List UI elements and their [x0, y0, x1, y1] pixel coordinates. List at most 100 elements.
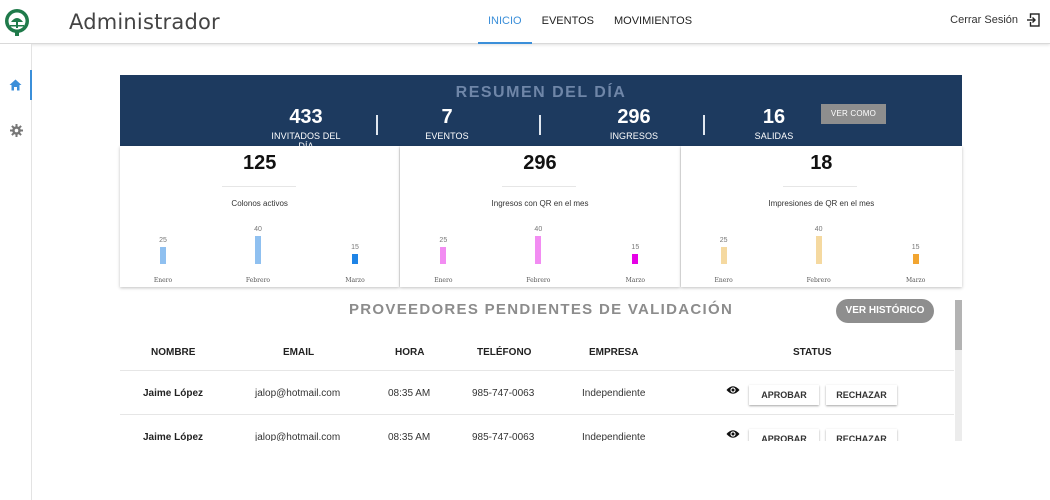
provider-company: Independiente [582, 432, 646, 441]
metric-card-impresiones-qr: 18 Impresiones de QR en el mes 25 Enero 40… [680, 146, 962, 287]
tab-movimientos[interactable]: MOVIMIENTOS [614, 15, 693, 27]
chart-bar-enero [160, 246, 166, 264]
top-bar: Administrador INICIO EVENTOS MOVIMIENTOS… [0, 0, 1050, 44]
stat-ingresos: 296 INGRESOS [594, 106, 674, 141]
scrollbar-thumb[interactable] [955, 300, 962, 350]
provider-phone: 985-747-0063 [472, 388, 535, 399]
chart-value-label: 15 [351, 243, 359, 251]
gear-icon [9, 123, 23, 137]
table-row: Jaime López jalop@hotmail.com 08:35 AM 9… [120, 370, 954, 414]
chart-bar-febrero [255, 236, 261, 264]
divider [502, 186, 577, 187]
reject-button[interactable]: RECHAZAR [826, 429, 897, 441]
stat-value: 7 [441, 106, 453, 128]
logo-icon [5, 9, 29, 36]
approve-button[interactable]: APROBAR [749, 385, 819, 405]
chart-category-label: Enero [434, 277, 453, 284]
column-header-status: STATUS [793, 347, 832, 358]
divider [222, 186, 296, 187]
providers-table: NOMBRE EMAIL HORA TELÉFONO EMPRESA STATU… [120, 334, 954, 441]
stat-label: SALIDAS [754, 131, 794, 141]
provider-email: jalop@hotmail.com [255, 432, 341, 441]
metric-cards: 125 Colonos activos 25 Enero 40 Febrero 15 Ma… [120, 146, 962, 287]
chart-value-label: 15 [911, 243, 920, 251]
divider [782, 186, 857, 187]
metric-value: 296 [523, 152, 557, 174]
view-history-button[interactable]: VER HISTÓRICO [836, 299, 934, 323]
stat-value: 296 [617, 106, 651, 128]
provider-phone: 985-747-0063 [472, 432, 535, 441]
stat-value: 433 [289, 106, 323, 128]
metric-value: 125 [242, 152, 277, 174]
summary-title: RESUMEN DEL DÍA [455, 84, 627, 101]
column-header-empresa: EMPRESA [589, 347, 639, 358]
chart-category-label: Febrero [806, 277, 831, 284]
provider-name: Jaime López [143, 388, 204, 399]
provider-time: 08:35 AM [388, 388, 431, 399]
table-row: Jaime López jalop@hotmail.com 08:35 AM 9… [120, 414, 954, 441]
stat-salidas: 16 SALIDAS [734, 106, 814, 141]
chart-bar-marzo [912, 253, 919, 264]
column-header-hora: HORA [395, 347, 425, 358]
chart-value-label: 15 [631, 243, 640, 251]
stat-invitados: 433 INVITADOS DEL DÍA [266, 106, 346, 151]
metric-label: Impresiones de QR en el mes [768, 199, 875, 208]
chart-bar-febrero [815, 236, 822, 264]
column-header-email: EMAIL [283, 347, 315, 358]
view-as-button[interactable]: VER COMO [821, 104, 886, 124]
chart-category-label: Marzo [905, 277, 926, 284]
chart-bar-enero [720, 246, 727, 264]
page-title: Administrador [69, 10, 220, 34]
stat-value: 16 [762, 106, 786, 128]
provider-company: Independiente [582, 388, 646, 399]
chart-value-label: 25 [159, 236, 167, 244]
metric-value: 18 [810, 152, 833, 174]
eye-icon[interactable] [726, 428, 740, 440]
metric-card-ingresos-qr: 296 Ingresos con QR en el mes 25 Enero 40 F… [400, 146, 680, 287]
table-scrollbar[interactable] [955, 300, 962, 441]
tab-eventos[interactable]: EVENTOS [541, 15, 594, 27]
chart-bar-marzo [632, 253, 639, 264]
reject-button[interactable]: RECHAZAR [826, 385, 897, 405]
stat-divider [703, 115, 705, 135]
home-icon [9, 79, 21, 91]
stat-eventos: 7 EVENTOS [407, 106, 487, 141]
sidebar-item-settings[interactable] [0, 115, 32, 145]
chart-value-label: 25 [719, 236, 728, 244]
column-header-telefono: TELÉFONO [477, 347, 532, 358]
column-header-nombre: NOMBRE [151, 347, 196, 358]
logout-icon [1027, 13, 1040, 27]
metric-label: Ingresos con QR en el mes [491, 199, 589, 208]
metric-card-colonos: 125 Colonos activos 25 Enero 40 Febrero 15 Ma… [120, 146, 400, 287]
provider-time: 08:35 AM [388, 432, 431, 441]
approve-button[interactable]: APROBAR [749, 429, 819, 441]
chart-bar-enero [440, 246, 447, 264]
tab-inicio[interactable]: INICIO [478, 0, 532, 44]
stat-divider [376, 115, 378, 135]
sidebar-item-home[interactable] [0, 70, 32, 100]
provider-email: jalop@hotmail.com [255, 388, 341, 399]
chart-category-label: Febrero [526, 277, 551, 284]
sidebar [0, 44, 32, 500]
chart-bar-febrero [535, 236, 542, 264]
providers-title: PROVEEDORES PENDIENTES DE VALIDACIÓN [349, 301, 734, 318]
provider-name: Jaime López [143, 432, 204, 441]
eye-icon[interactable] [726, 384, 740, 396]
chart-category-label: Enero [714, 277, 733, 284]
chart-value-label: 40 [814, 226, 823, 233]
chart-value-label: 40 [254, 226, 262, 233]
chart-category-label: Enero [153, 277, 173, 284]
stat-label: INGRESOS [609, 131, 659, 141]
main-nav: INICIO EVENTOS MOVIMIENTOS [478, 0, 702, 44]
metric-label: Colonos activos [231, 199, 288, 208]
logout-label: Cerrar Sesión [950, 14, 1018, 26]
chart-category-label: Marzo [345, 277, 365, 284]
chart-value-label: 40 [534, 226, 543, 233]
chart-value-label: 25 [439, 236, 448, 244]
logout-button[interactable]: Cerrar Sesión [950, 13, 1040, 27]
stat-label: EVENTOS [425, 131, 469, 141]
chart-bar-marzo [352, 253, 358, 264]
chart-category-label: Marzo [625, 277, 646, 284]
chart-category-label: Febrero [245, 277, 271, 284]
stat-divider [539, 115, 541, 135]
